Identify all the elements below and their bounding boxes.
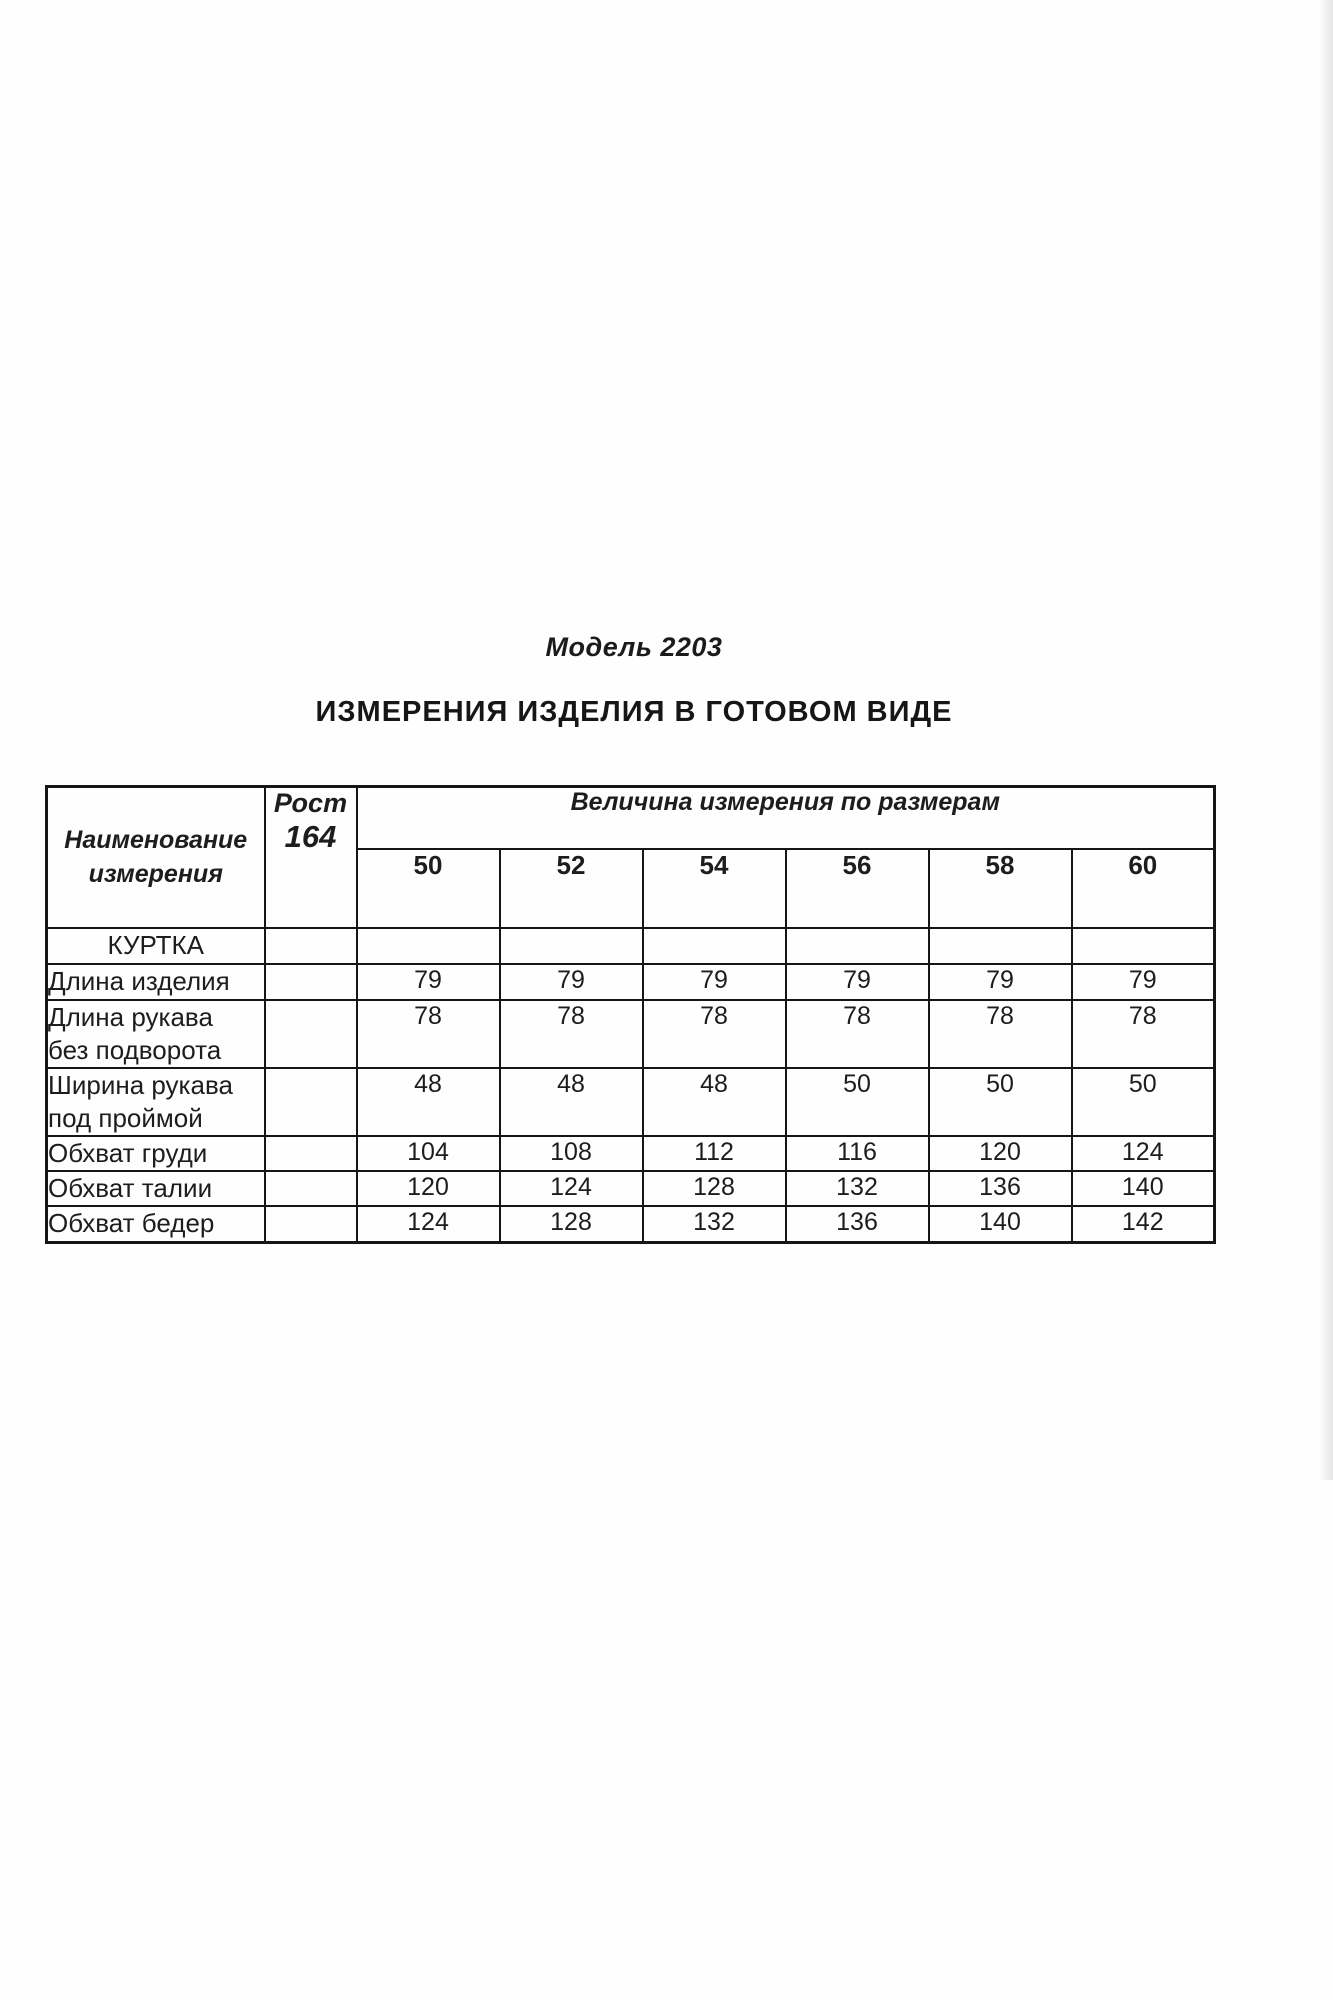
size-header-52: 52 (498, 847, 644, 929)
empty-cell (263, 926, 358, 965)
measure-value: 112 (641, 1134, 787, 1172)
table-row: Обхват груди 104 108 112 116 120 124 (45, 1134, 1216, 1172)
row-label: Обхват талии (45, 1169, 266, 1207)
measure-value: 48 (355, 1066, 501, 1137)
model-title: Модель 2203 (545, 632, 723, 662)
row-label: Обхват груди (45, 1134, 266, 1172)
measure-value: 50 (927, 1066, 1073, 1137)
row-label: Обхват бедер (45, 1204, 266, 1244)
header-row-sizes: 50 52 54 56 58 60 (47, 847, 1216, 929)
empty-cell (498, 926, 644, 965)
height-label: Рост (273, 788, 348, 819)
empty-cell (784, 926, 930, 965)
empty-cell (1070, 926, 1216, 965)
size-header-56: 56 (784, 847, 930, 929)
size-header-50: 50 (355, 847, 501, 929)
measure-value: 78 (927, 998, 1073, 1069)
measure-value: 124 (355, 1204, 501, 1244)
empty-cell (355, 926, 501, 965)
measure-value: 50 (784, 1066, 930, 1137)
measure-value: 124 (498, 1169, 644, 1207)
empty-cell (263, 962, 358, 1001)
empty-cell (641, 926, 787, 965)
measure-value: 79 (641, 962, 787, 1001)
empty-cell (263, 1169, 358, 1207)
header-height-cell: Рост 164 (263, 785, 358, 929)
measure-value: 132 (784, 1169, 930, 1207)
empty-cell (263, 1066, 358, 1137)
measure-value: 104 (355, 1134, 501, 1172)
empty-cell (263, 1204, 358, 1244)
header-row-top: Наименование измерения Рост 164 Величина… (45, 785, 1216, 929)
table-row: Обхват бедер 124 128 132 136 140 142 (45, 1204, 1216, 1244)
table-row: Длина рукава без подворота 78 78 78 78 7… (45, 998, 1216, 1069)
measure-value: 79 (498, 962, 644, 1001)
row-label: Длина рукава без подворота (45, 998, 266, 1069)
measure-value: 136 (784, 1204, 930, 1244)
measure-value: 120 (355, 1169, 501, 1207)
section-label: КУРТКА (45, 926, 266, 965)
measurements-table: Наименование измерения Рост 164 Величина… (45, 785, 1217, 1244)
measure-value: 116 (784, 1134, 930, 1172)
row-label: Длина изделия (45, 962, 266, 1001)
photo-edge-shadow (1319, 0, 1333, 1480)
document-heading: ИЗМЕРЕНИЯ ИЗДЕЛИЯ В ГОТОВОМ ВИДЕ (315, 696, 953, 728)
measure-value: 50 (1070, 1066, 1216, 1137)
measure-value: 140 (927, 1204, 1073, 1244)
header-name-cell: Наименование измерения (45, 785, 266, 929)
empty-cell (263, 998, 358, 1069)
measure-value: 79 (1070, 962, 1216, 1001)
measure-value: 79 (784, 962, 930, 1001)
measure-value: 120 (927, 1134, 1073, 1172)
height-value: 164 (284, 819, 337, 854)
measure-value: 48 (498, 1066, 644, 1137)
empty-cell (263, 1134, 358, 1172)
table-row: Ширина рукава под проймой 48 48 48 50 50… (45, 1066, 1216, 1137)
measure-value: 132 (641, 1204, 787, 1244)
header-sizes-span-cell: Величина измерения по размерам (355, 785, 1216, 850)
measure-value: 128 (498, 1204, 644, 1244)
measure-value: 78 (498, 998, 644, 1069)
measure-value: 136 (927, 1169, 1073, 1207)
measure-value: 79 (355, 962, 501, 1001)
table-row: Обхват талии 120 124 128 132 136 140 (45, 1169, 1216, 1207)
measure-value: 142 (1070, 1204, 1216, 1244)
measure-value: 48 (641, 1066, 787, 1137)
measure-value: 140 (1070, 1169, 1216, 1207)
table-row: Длина изделия 79 79 79 79 79 79 (45, 962, 1216, 1001)
size-header-60: 60 (1070, 847, 1216, 929)
measure-value: 108 (498, 1134, 644, 1172)
measure-value: 79 (927, 962, 1073, 1001)
row-label: Ширина рукава под проймой (45, 1066, 266, 1137)
section-row: КУРТКА (45, 926, 1216, 965)
measure-value: 78 (355, 998, 501, 1069)
measure-value: 78 (784, 998, 930, 1069)
measure-value: 128 (641, 1169, 787, 1207)
empty-cell (927, 926, 1073, 965)
measure-value: 78 (641, 998, 787, 1069)
size-header-58: 58 (927, 847, 1073, 929)
measure-value: 78 (1070, 998, 1216, 1069)
measure-value: 124 (1070, 1134, 1216, 1172)
size-header-54: 54 (641, 847, 787, 929)
